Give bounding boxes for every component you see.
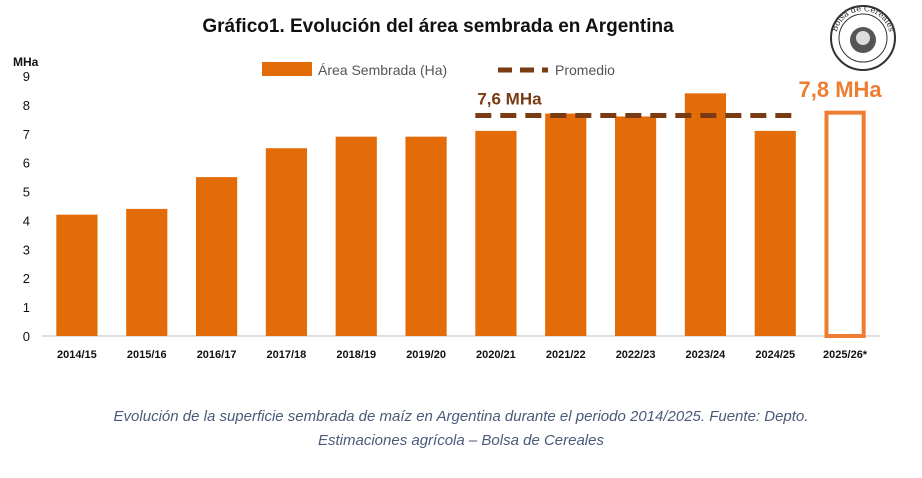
x-tick-label: 2022/23 <box>616 349 656 361</box>
x-axis-ticks: 2014/15 2015/16 2016/17 2017/18 2018/19 2019/… <box>57 349 868 361</box>
chart-title: Gráfico1. Evolución del área sembrada en… <box>202 16 674 37</box>
y-axis-unit: MHa <box>13 55 39 69</box>
x-tick-label: 2018/19 <box>336 349 376 361</box>
x-tick-label: 2015/16 <box>127 349 167 361</box>
bar <box>475 130 517 336</box>
x-tick-label: 2020/21 <box>476 349 516 361</box>
caption-line-2: Estimaciones agrícola – Bolsa de Cereale… <box>318 432 604 449</box>
x-tick-label: 2025/26* <box>823 349 868 361</box>
bar <box>545 113 587 336</box>
bar <box>405 136 447 336</box>
bolsa-de-cereales-logo: Bolsa de Cereales <box>830 4 896 71</box>
average-line-group: 7,6 MHa 7,8 MHa <box>475 77 883 118</box>
x-tick-label: 2019/20 <box>406 349 446 361</box>
y-tick-label: 9 <box>23 69 30 84</box>
x-tick-label: 2024/25 <box>755 349 795 361</box>
bar <box>335 136 377 336</box>
caption-line-1: Evolución de la superficie sembrada de m… <box>113 408 809 425</box>
y-tick-label: 0 <box>23 329 30 344</box>
y-tick-label: 3 <box>23 242 30 257</box>
legend-label-average: Promedio <box>555 62 615 78</box>
bar <box>265 148 308 336</box>
bar <box>126 208 168 336</box>
y-tick-label: 8 <box>23 98 30 113</box>
x-tick-label: 2017/18 <box>267 349 307 361</box>
bar <box>754 130 796 336</box>
x-tick-label: 2023/24 <box>686 349 727 361</box>
y-tick-label: 7 <box>23 127 30 142</box>
x-tick-label: 2021/22 <box>546 349 586 361</box>
bar-chart: Gráfico1. Evolución del área sembrada en… <box>13 4 896 361</box>
bar <box>56 214 98 336</box>
legend-label-area: Área Sembrada (Ha) <box>318 62 447 78</box>
y-tick-label: 6 <box>23 156 30 171</box>
y-tick-label: 5 <box>23 185 30 200</box>
y-tick-label: 2 <box>23 271 30 286</box>
projection-label: 7,8 MHa <box>799 77 883 102</box>
legend-swatch-area <box>262 62 312 76</box>
bar <box>614 116 657 336</box>
y-axis-ticks: 0 1 2 3 4 5 6 7 8 9 <box>23 69 30 344</box>
x-tick-label: 2016/17 <box>197 349 237 361</box>
bars <box>56 93 866 338</box>
y-tick-label: 4 <box>23 213 30 228</box>
bar <box>195 177 238 336</box>
legend: Área Sembrada (Ha) Promedio <box>262 62 615 78</box>
y-tick-label: 1 <box>23 300 30 315</box>
bar <box>684 93 727 336</box>
x-tick-label: 2014/15 <box>57 349 97 361</box>
average-label: 7,6 MHa <box>477 89 542 108</box>
bar-projected <box>824 110 866 338</box>
